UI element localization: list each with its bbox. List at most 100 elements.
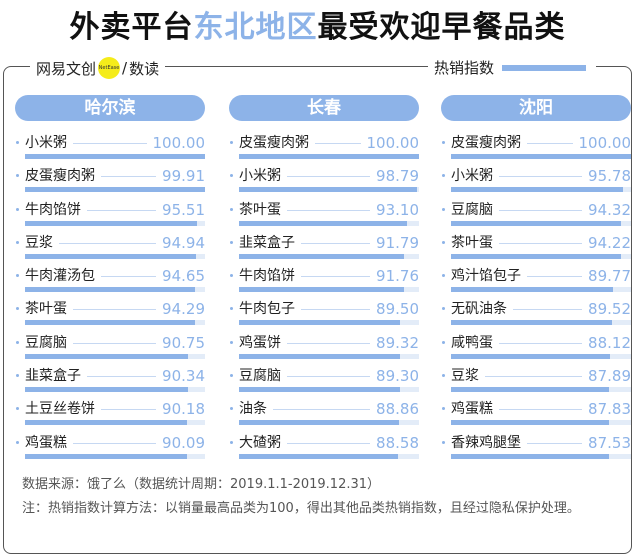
bullet-icon [230, 440, 233, 444]
bullet-icon [442, 307, 445, 311]
city-header: 哈尔滨 [15, 95, 205, 121]
city-column: 长春 皮蛋瘦肉粥 100.00 小米粥 98.79 茶叶蛋 93.10 韭菜盒子… [229, 95, 419, 466]
bullet-icon [442, 374, 445, 378]
item-name: 皮蛋瘦肉粥 [25, 166, 101, 187]
bullet-icon [230, 207, 233, 211]
bullet-icon [230, 174, 233, 178]
leader-line [25, 176, 195, 178]
bar-fill [451, 320, 613, 326]
bar-fill [451, 387, 610, 393]
bar-track [25, 353, 205, 359]
footnote: 注：热销指数计算方法：以销量最高品类为100，得出其他品类热销指数，且经过隐私保… [22, 501, 580, 516]
item-value: 89.50 [370, 299, 419, 320]
list-item: 豆腐脑 89.30 [229, 366, 419, 399]
bar-track [451, 320, 631, 326]
city-header: 长春 [229, 95, 419, 121]
bar-fill [451, 154, 631, 159]
bullet-icon [442, 240, 445, 244]
item-value: 88.86 [370, 399, 419, 420]
item-value: 91.76 [370, 266, 419, 287]
bar-fill [25, 187, 205, 193]
item-name: 鸡汁馅包子 [451, 266, 527, 287]
leader-line [451, 276, 621, 278]
list-item: 豆浆 87.89 [441, 366, 631, 399]
list-item: 小米粥 98.79 [229, 166, 419, 199]
item-value: 90.09 [156, 432, 205, 453]
bar-fill [25, 387, 188, 393]
leader-line [25, 242, 195, 244]
brand-name: 网易文创 [36, 59, 97, 78]
netease-logo: NetEase [98, 57, 121, 79]
bullet-icon [16, 240, 19, 244]
leader-line [239, 143, 409, 144]
item-value: 90.75 [156, 332, 205, 353]
brand-sep: / [122, 59, 128, 77]
title-part2: 最受欢迎早餐品类 [317, 10, 566, 45]
item-value: 90.18 [156, 399, 205, 420]
bar-track [239, 187, 419, 193]
item-name: 大碴粥 [239, 432, 287, 453]
bullet-icon [442, 141, 445, 144]
list-item: 小米粥 100.00 [15, 133, 205, 166]
bar-fill [451, 420, 610, 426]
item-value: 89.52 [582, 299, 631, 320]
bar-track [451, 387, 631, 393]
bullet-icon [16, 141, 19, 144]
bar-fill [25, 453, 188, 459]
bar-track [239, 453, 419, 459]
bullet-icon [442, 407, 445, 411]
item-value: 94.29 [156, 299, 205, 320]
legend-label: 热销指数 [434, 59, 495, 77]
bar-track [25, 154, 205, 159]
content-frame [3, 66, 632, 554]
list-item: 鸡蛋饼 89.32 [229, 332, 419, 366]
item-name: 皮蛋瘦肉粥 [239, 133, 315, 153]
bullet-icon [16, 340, 19, 344]
bar-track [451, 187, 631, 193]
item-name: 牛肉灌汤包 [25, 266, 101, 287]
legend: 热销指数 [428, 57, 597, 78]
bar-track [25, 420, 205, 426]
item-name: 韭菜盒子 [25, 366, 87, 387]
bullet-icon [16, 174, 19, 178]
bar-track [451, 420, 631, 426]
leader-line [25, 409, 195, 411]
bar-fill [239, 387, 400, 393]
bar-fill [25, 154, 205, 159]
bullet-icon [16, 374, 19, 378]
bar-fill [239, 353, 400, 359]
title-part1: 外卖平台 [69, 10, 194, 45]
bullet-icon [230, 307, 233, 311]
bar-track [25, 453, 205, 459]
item-value: 87.53 [582, 432, 631, 453]
bar-fill [25, 220, 197, 226]
list-item: 油条 88.86 [229, 399, 419, 432]
leader-line [451, 442, 621, 444]
bar-fill [451, 353, 610, 359]
item-name: 豆腐脑 [451, 199, 499, 220]
bar-fill [239, 154, 419, 159]
brand-sub: 数读 [129, 59, 160, 78]
leader-line [451, 342, 621, 344]
item-name: 鸡蛋糕 [451, 399, 499, 420]
bar-track [239, 220, 419, 226]
list-item: 香辣鸡腿堡 87.53 [441, 432, 631, 466]
list-item: 鸡蛋糕 90.09 [15, 432, 205, 466]
list-item: 咸鸭蛋 88.12 [441, 332, 631, 366]
bar-track [25, 187, 205, 193]
bullet-icon [16, 440, 19, 444]
bar-track [25, 320, 205, 326]
leader-line [451, 176, 621, 178]
list-item: 牛肉馅饼 91.76 [229, 266, 419, 299]
title-highlight: 东北地区 [193, 10, 318, 45]
bar-track [25, 287, 205, 293]
list-item: 韭菜盒子 91.79 [229, 232, 419, 266]
bar-fill [239, 220, 407, 226]
bar-track [239, 420, 419, 426]
bullet-icon [230, 274, 233, 278]
list-item: 豆腐脑 90.75 [15, 332, 205, 366]
bar-fill [451, 287, 613, 293]
bullet-icon [16, 207, 19, 211]
item-value: 99.91 [156, 166, 205, 187]
bar-fill [239, 320, 401, 326]
